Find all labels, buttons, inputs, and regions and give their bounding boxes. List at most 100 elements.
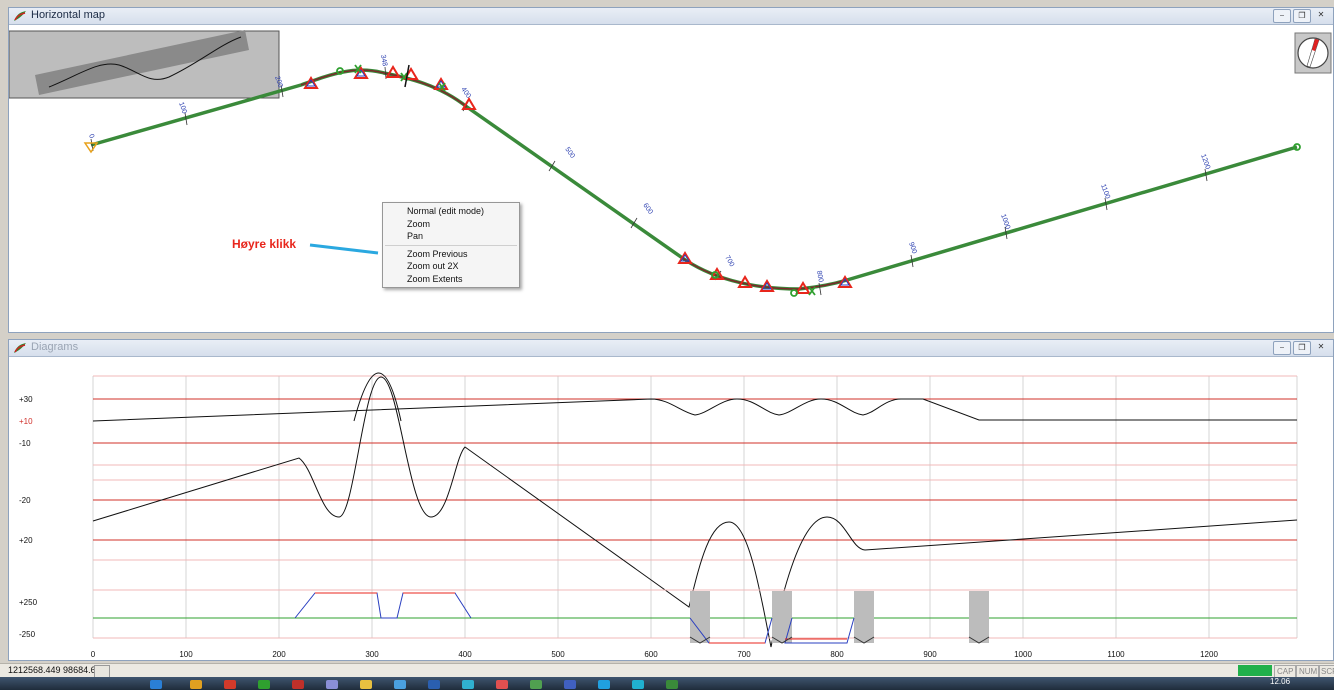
x-axis: 0 100 200 300 400 500 600 700 800 900 10…: [91, 650, 1219, 659]
window-title: Horizontal map: [31, 9, 105, 21]
triangle-marker-icon[interactable]: [461, 97, 477, 110]
x-tick-label: 1000: [1014, 650, 1032, 659]
taskbar-app-icon[interactable]: [224, 680, 236, 689]
station-label: 500: [563, 146, 575, 160]
triangle-marker-icon[interactable]: [385, 65, 401, 78]
overview-inset[interactable]: [9, 30, 280, 99]
restore-icon[interactable]: ❐: [1293, 341, 1311, 355]
axis-label: +30: [19, 395, 33, 404]
window-title: Diagrams: [31, 341, 79, 353]
x-tick-label: 0: [91, 650, 96, 659]
station-label: 0: [87, 133, 95, 139]
menu-separator: [385, 244, 517, 246]
taskbar-app-icon[interactable]: [530, 680, 542, 689]
taskbar-app-icon[interactable]: [326, 680, 338, 689]
taskbar-app-icon[interactable]: [564, 680, 576, 689]
station-label: 700: [723, 255, 735, 269]
triangle-marker-icon[interactable]: [353, 66, 369, 79]
triangle-marker-icon[interactable]: [303, 76, 319, 89]
x-tick-label: 500: [551, 650, 565, 659]
triangle-marker-icon[interactable]: [759, 279, 775, 292]
station-label: 600: [641, 202, 653, 216]
x-tick-label: 1200: [1200, 650, 1218, 659]
station-label: 200: [273, 75, 284, 88]
diagrams-window[interactable]: Diagrams ⎯ ❐ ✕: [8, 339, 1334, 661]
menu-item-normal-edit-mode[interactable]: Normal (edit mode): [407, 206, 485, 216]
context-menu[interactable]: Normal (edit mode) Zoom Pan Zoom Previou…: [382, 202, 520, 288]
cursor-coordinates: 1212568.449 98684.680: [8, 665, 106, 675]
triangle-marker-icon[interactable]: [677, 251, 693, 264]
diagram-panel-curvature: [92, 372, 1297, 466]
progress-indicator: [1238, 665, 1272, 676]
taskbar-app-icon[interactable]: [258, 680, 270, 689]
alignment-line[interactable]: [90, 68, 1298, 291]
taskbar-app-icon[interactable]: [666, 680, 678, 689]
diagram-canvas[interactable]: +30 +10 -10 -20 +20 +250 -250 0 100 200 …: [9, 357, 1333, 660]
x-tick-label: 600: [644, 650, 658, 659]
axis-label: +10: [19, 417, 33, 426]
horizontal-map-window[interactable]: Horizontal map ⎯ ❐ ✕: [8, 7, 1334, 333]
taskbar-app-icon[interactable]: [496, 680, 508, 689]
x-tick-label: 200: [272, 650, 286, 659]
menu-item-zoom-out-2x[interactable]: Zoom out 2X: [407, 261, 459, 271]
triangle-marker-icon[interactable]: [737, 275, 753, 288]
close-icon[interactable]: ✕: [1317, 342, 1325, 351]
menu-item-zoom[interactable]: Zoom: [407, 218, 431, 229]
diagram-panel-crossfall: [93, 589, 1297, 644]
x-tick-label: 700: [737, 650, 751, 659]
north-arrow-icon: [1294, 32, 1332, 74]
x-tick-label: 1100: [1107, 650, 1125, 659]
map-canvas[interactable]: 0 100 200 348 400 500 600 700 800 900 10…: [9, 25, 1333, 332]
taskbar-app-icon[interactable]: [150, 680, 162, 689]
taskbar-app-icon[interactable]: [190, 680, 202, 689]
menu-item-zoom-previous[interactable]: Zoom Previous: [407, 248, 468, 259]
point-marker-icon[interactable]: [790, 289, 798, 297]
taskbar-app-icon[interactable]: [360, 680, 372, 689]
taskbar-app-icon[interactable]: [292, 680, 304, 689]
taskbar-app-icon[interactable]: [462, 680, 474, 689]
axis-label: -250: [19, 630, 36, 639]
status-bar: 1212568.449 98684.680 CAP NUM SCRL: [0, 663, 1334, 678]
taskbar[interactable]: 12.06: [0, 677, 1334, 690]
x-tick-label: 900: [923, 650, 937, 659]
station-label: 1000: [999, 213, 1011, 230]
minimize-icon[interactable]: ⎯: [1273, 341, 1291, 355]
axis-label: +250: [19, 598, 38, 607]
diagrams-titlebar[interactable]: Diagrams ⎯ ❐ ✕: [9, 340, 1333, 357]
taskbar-app-icon[interactable]: [428, 680, 440, 689]
station-label: 100: [177, 101, 188, 114]
taskbar-app-icon[interactable]: [394, 680, 406, 689]
app-logo-icon: [14, 11, 26, 21]
close-icon[interactable]: ✕: [1317, 10, 1325, 19]
annotation-arrow: [309, 243, 379, 255]
menu-item-zoom-extents[interactable]: Zoom Extents: [407, 273, 463, 284]
app-logo-icon: [14, 343, 26, 353]
restore-icon[interactable]: ❐: [1293, 9, 1311, 23]
end-point-icon[interactable]: [1293, 143, 1301, 151]
horizontal-map-titlebar[interactable]: Horizontal map ⎯ ❐ ✕: [9, 8, 1333, 25]
diagram-panel-superelevation: [92, 376, 1298, 648]
x-tick-label: 400: [458, 650, 472, 659]
minimize-icon[interactable]: ⎯: [1273, 9, 1291, 23]
triangle-marker-icon[interactable]: [795, 281, 811, 294]
triangle-marker-icon[interactable]: [709, 267, 725, 280]
station-label: 800: [815, 270, 824, 283]
x-tick-label: 300: [365, 650, 379, 659]
point-marker-icon[interactable]: [711, 271, 719, 279]
station-label: 400: [459, 86, 471, 100]
taskbar-app-icon[interactable]: [632, 680, 644, 689]
station-label: 900: [907, 241, 918, 254]
station-label: 1200: [1199, 153, 1211, 170]
system-clock: 12.06: [1270, 677, 1291, 686]
point-marker-icon[interactable]: [336, 67, 344, 75]
axis-label: +20: [19, 536, 33, 545]
taskbar-app-icon[interactable]: [598, 680, 610, 689]
annotation-label: Høyre klikk: [232, 237, 297, 251]
axis-label: -20: [19, 496, 31, 505]
axis-label: -10: [19, 439, 31, 448]
x-tick-label: 100: [179, 650, 193, 659]
station-label: 348: [379, 54, 388, 67]
triangle-marker-icon[interactable]: [837, 275, 853, 288]
station-label: 1100: [1099, 183, 1111, 200]
menu-item-pan[interactable]: Pan: [407, 231, 424, 241]
